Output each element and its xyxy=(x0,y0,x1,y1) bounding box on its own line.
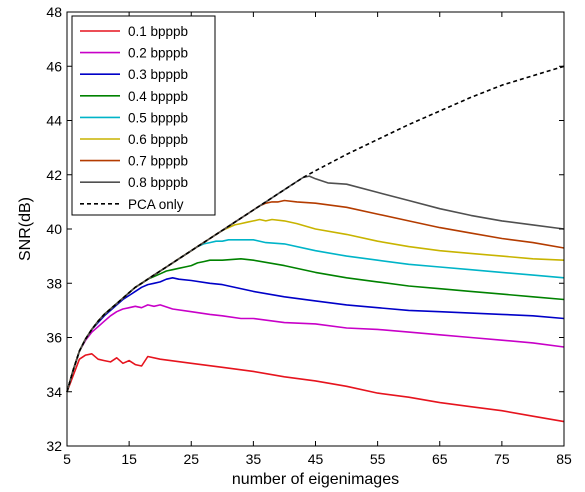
series-line-3 xyxy=(66,276,565,393)
legend-label: 0.5 bpppb xyxy=(128,110,188,125)
legend-label: PCA only xyxy=(128,197,184,212)
legend-label: 0.6 bpppb xyxy=(128,132,188,147)
x-tick-label: 35 xyxy=(246,451,262,467)
x-tick-label: 45 xyxy=(308,451,324,467)
series-line-8 xyxy=(66,175,565,393)
legend-label: 0.3 bpppb xyxy=(128,67,188,82)
legend-label: 0.4 bpppb xyxy=(128,89,188,104)
y-tick-label: 34 xyxy=(46,384,62,400)
x-axis-label: number of eigenimages xyxy=(232,471,399,488)
y-tick-label: 36 xyxy=(46,330,62,346)
x-tick-label: 55 xyxy=(370,451,386,467)
y-tick-label: 32 xyxy=(46,438,62,454)
series-line-1 xyxy=(66,352,565,423)
legend-label: 0.1 bpppb xyxy=(128,24,188,39)
x-tick-label: 85 xyxy=(556,451,572,467)
legend-label: 0.7 bpppb xyxy=(128,154,188,169)
y-tick-label: 46 xyxy=(46,58,62,74)
y-axis-label: SNR(dB) xyxy=(17,197,34,261)
x-tick-label: 25 xyxy=(183,451,199,467)
x-ticks: 5 15 25 35 45 55 65 75 85 xyxy=(63,12,572,467)
legend-label: 0.2 bpppb xyxy=(128,46,188,61)
x-tick-label: 65 xyxy=(432,451,448,467)
y-tick-label: 44 xyxy=(46,113,62,129)
x-tick-label: 75 xyxy=(494,451,510,467)
series-line-2 xyxy=(66,304,565,393)
series-layer xyxy=(66,65,565,423)
y-ticks: 32 34 36 38 40 42 44 46 48 xyxy=(46,4,564,454)
y-tick-label: 48 xyxy=(46,4,62,20)
x-tick-label: 15 xyxy=(121,451,137,467)
legend-items: 0.1 bpppb 0.2 bpppb 0.3 bpppb 0.4 bpppb 0.5 … xyxy=(80,24,188,212)
y-tick-label: 40 xyxy=(46,221,62,237)
x-tick-label: 5 xyxy=(63,451,71,467)
series-line-9 xyxy=(66,65,565,393)
legend: 0.1 bpppb 0.2 bpppb 0.3 bpppb 0.4 bpppb 0.5 … xyxy=(71,15,216,216)
y-tick-label: 42 xyxy=(46,167,62,183)
y-tick-label: 38 xyxy=(46,275,62,291)
legend-label: 0.8 bpppb xyxy=(128,175,188,190)
